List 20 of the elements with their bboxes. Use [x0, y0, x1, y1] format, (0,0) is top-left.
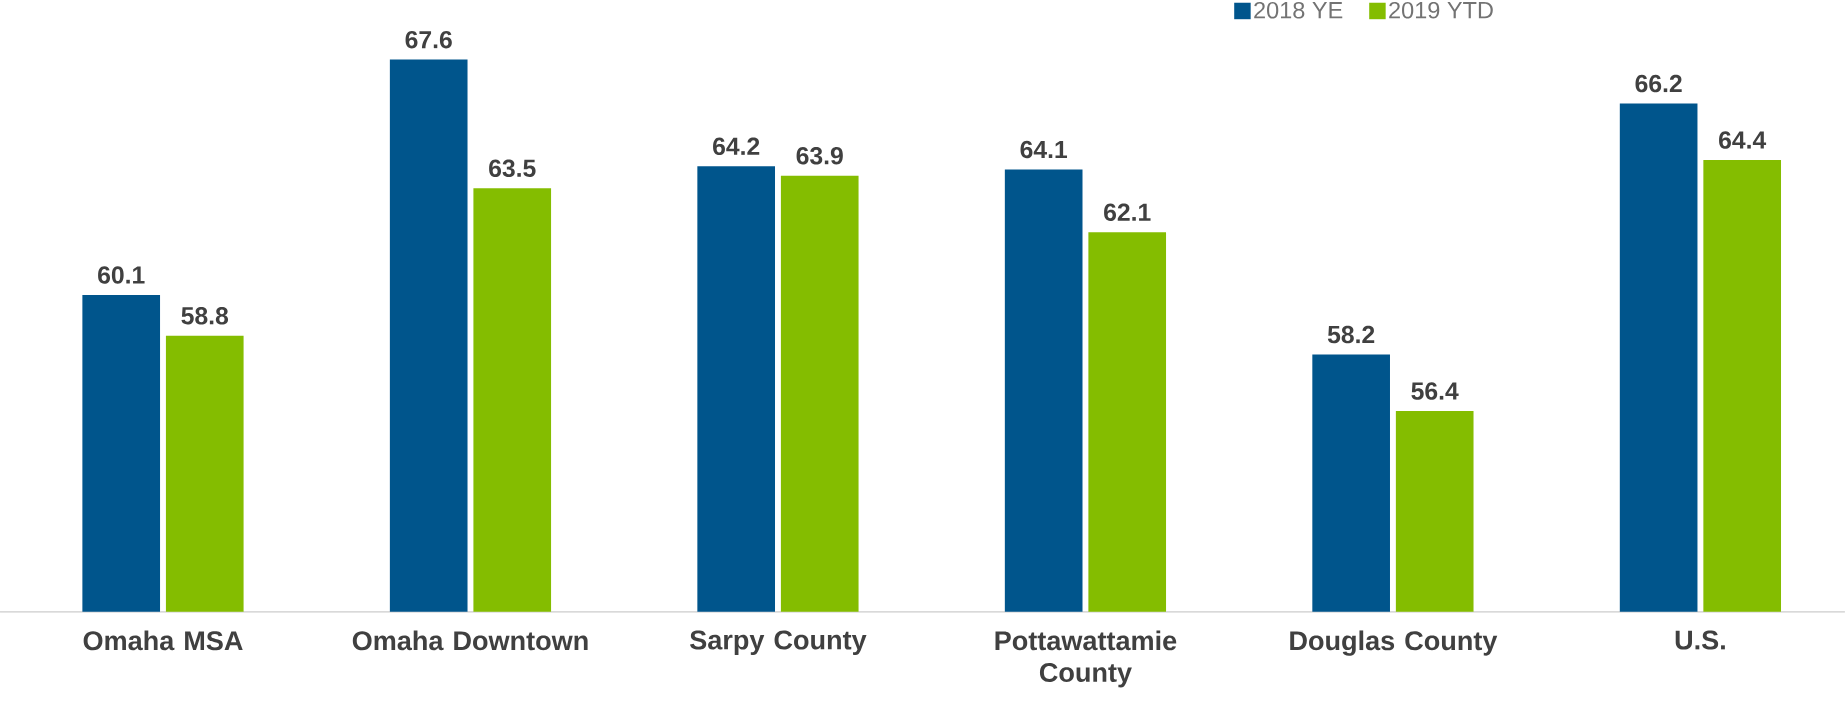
data-label: 58.2: [1327, 325, 1375, 344]
x-tick-label: Omaha Downtown: [352, 630, 588, 651]
data-label: 60.1: [98, 266, 145, 284]
x-tick-label: Omaha MSA: [83, 630, 243, 651]
data-label: 66.2: [1635, 74, 1682, 93]
legend-label: 2019 YTD: [1389, 1, 1493, 19]
data-label: 64.2: [713, 137, 760, 156]
data-label: 64.4: [1719, 131, 1767, 149]
data-label: 62.1: [1104, 203, 1151, 222]
x-tick-label: U.S.: [1675, 630, 1725, 650]
data-label: 58.8: [181, 307, 229, 325]
x-tick-label: Sarpy County: [690, 630, 867, 656]
data-label: 56.4: [1411, 382, 1459, 400]
x-tick-label: Douglas County: [1290, 630, 1498, 656]
data-label: 63.5: [489, 159, 536, 178]
x-tick-label: Pottawattamie County: [995, 630, 1177, 688]
data-label: 63.9: [796, 147, 843, 165]
data-label: 67.6: [405, 30, 452, 49]
legend-label: 2018 YE: [1254, 1, 1343, 19]
data-label: 64.1: [1020, 140, 1068, 159]
